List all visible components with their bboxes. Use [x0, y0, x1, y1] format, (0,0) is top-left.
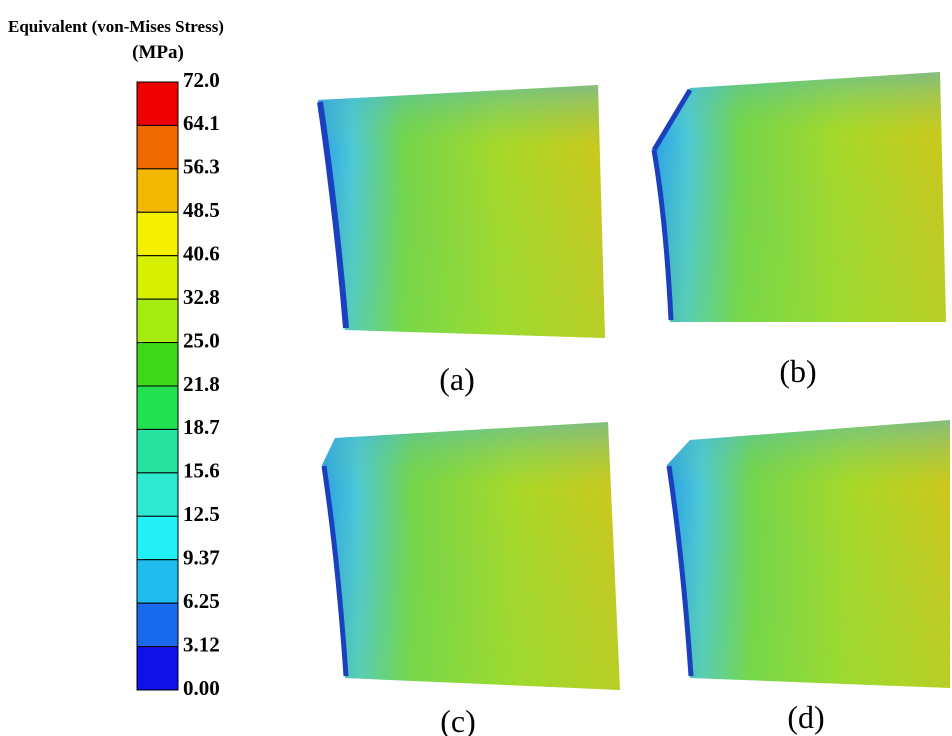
color-segment: [136, 646, 179, 691]
color-segment: [136, 342, 179, 387]
panel-label: (a): [439, 361, 475, 397]
tick-label: 21.8: [183, 372, 220, 396]
edge: [321, 465, 349, 677]
panel-b: [651, 72, 946, 322]
color-segment: [136, 255, 179, 300]
color-segment: [136, 81, 179, 126]
shade: [322, 422, 620, 690]
color-segment: [136, 472, 179, 517]
panel-label: (c): [440, 703, 476, 736]
edge: [651, 88, 693, 321]
tick-label: 9.37: [183, 546, 220, 570]
color-segment: [136, 559, 179, 604]
tick-label: 32.8: [183, 285, 220, 309]
edge: [317, 101, 349, 329]
color-segment: [136, 124, 179, 170]
panel-label: (b): [779, 353, 816, 389]
panel-c: [321, 422, 620, 690]
color-segment: [136, 515, 179, 561]
panel-label: (d): [787, 699, 824, 735]
legend-title: Equivalent (von-Mises Stress): [8, 17, 224, 36]
color-segment: [136, 211, 179, 257]
tick-label: 3.12: [183, 632, 220, 656]
tick-label: 6.25: [183, 589, 220, 613]
color-segment: [136, 428, 179, 474]
colorbar: 72.0 64.1 56.3 48.5 40.6 32.8 25.0 21.8 18.7 15.6…: [136, 68, 220, 700]
tick-label: 25.0: [183, 328, 220, 352]
shade: [318, 85, 605, 338]
color-segment: [136, 602, 179, 648]
color-segment: [136, 298, 179, 344]
tick-label: 64.1: [183, 111, 220, 135]
tick-label: 0.00: [183, 676, 220, 700]
legend-unit: (MPa): [132, 42, 184, 63]
panel-d: [666, 420, 950, 688]
panel-a: [317, 85, 605, 338]
edge: [666, 465, 694, 677]
tick-label: 40.6: [183, 242, 220, 266]
color-segment: [136, 385, 179, 430]
color-segment: [136, 168, 179, 213]
tick-label: 12.5: [183, 502, 220, 526]
tick-label: 72.0: [183, 68, 220, 92]
tick-label: 18.7: [183, 415, 220, 439]
shade: [667, 420, 950, 688]
tick-label: 56.3: [183, 155, 220, 179]
tick-label: 48.5: [183, 198, 220, 222]
shade: [652, 72, 946, 322]
tick-label: 15.6: [183, 459, 220, 483]
